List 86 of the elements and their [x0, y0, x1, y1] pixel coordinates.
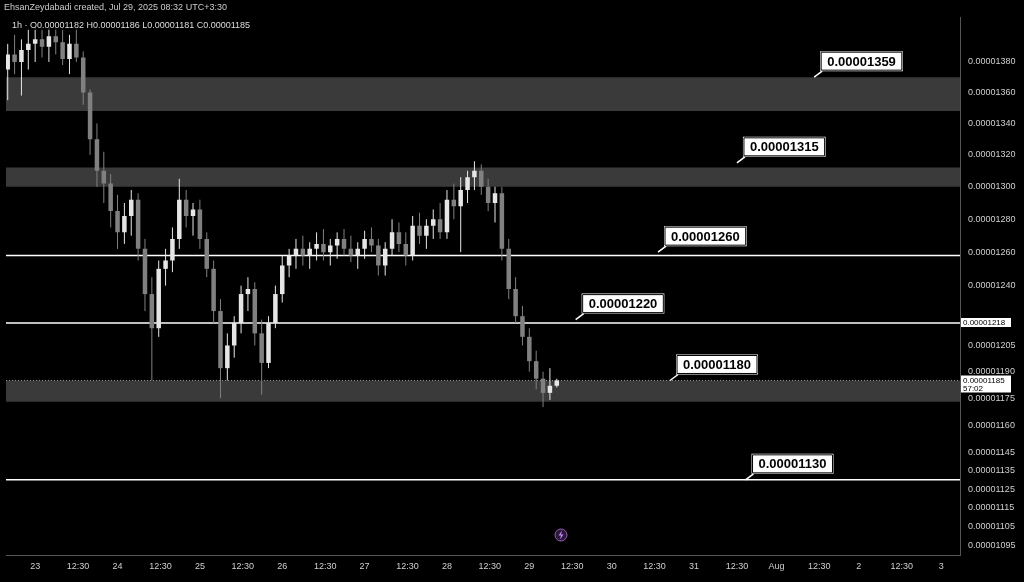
candlestick — [12, 34, 17, 75]
y-tick-label: 0.00001280 — [968, 213, 1016, 224]
y-tick-label: 0.00001115 — [968, 502, 1015, 513]
chart-title: EhsanZeydabadi created, Jul 29, 2025 08:32 UTC+3:30 — [4, 2, 227, 12]
x-tick-label: 12:30 — [231, 561, 255, 572]
candlestick — [376, 238, 381, 277]
y-tick-label: 0.00001340 — [968, 117, 1016, 128]
annotation: 0.00001260 — [671, 228, 740, 244]
annotation: 0.00001180 — [683, 357, 751, 373]
annotation: 0.00001315 — [749, 139, 819, 155]
candlestick — [67, 34, 72, 75]
candlestick — [26, 28, 31, 71]
ref-line-label: 0.00001218 — [963, 318, 1006, 328]
annotation: 0.00001130 — [758, 456, 827, 472]
x-tick-label: 12:30 — [560, 561, 584, 572]
x-tick-label: 29 — [524, 561, 535, 572]
y-tick-label: 0.00001105 — [968, 521, 1015, 532]
y-tick-label: 0.00001135 — [968, 465, 1015, 476]
y-tick-label: 0.00001205 — [968, 339, 1016, 350]
annotation: 0.00001220 — [588, 296, 658, 312]
y-tick-label: 0.00001175 — [968, 392, 1015, 403]
x-tick-label: 12:30 — [808, 561, 831, 572]
y-tick-label: 0.00001190 — [968, 366, 1015, 377]
candlestick — [6, 43, 10, 101]
y-tick-label: 0.00001160 — [968, 419, 1015, 430]
candlestick — [101, 151, 107, 204]
x-tick-label: 12:30 — [643, 561, 666, 572]
candlestick — [190, 202, 196, 237]
candlestick — [225, 332, 230, 381]
candlestick — [355, 241, 360, 270]
ref-line-label: 0.00001185 57:02 — [963, 375, 1006, 393]
x-tick-label: 24 — [112, 561, 123, 572]
y-tick-label: 0.00001145 — [968, 446, 1015, 457]
candlestick — [389, 218, 395, 256]
candlestick — [328, 238, 333, 266]
y-tick-label: 0.00001360 — [968, 86, 1016, 97]
x-tick-label: Aug — [768, 561, 785, 572]
x-tick-label: 12:30 — [66, 561, 90, 572]
x-tick-label: 30 — [606, 561, 617, 572]
x-tick-label: 28 — [441, 561, 452, 572]
y-tick-label: 0.00001240 — [968, 280, 1016, 291]
candlestick — [520, 305, 525, 346]
candlestick — [170, 226, 175, 273]
candlestick — [396, 222, 402, 253]
candlestick — [362, 230, 367, 260]
x-tick-label: 12:30 — [890, 561, 913, 572]
x-tick-label: 12:30 — [396, 561, 419, 572]
x-tick-label: 31 — [689, 561, 700, 572]
x-tick-label: 2 — [856, 561, 862, 572]
candlestick — [129, 189, 134, 237]
y-tick-label: 0.00001260 — [968, 246, 1016, 257]
candlestick — [19, 38, 24, 97]
y-tick-label: 0.00001095 — [968, 540, 1016, 551]
candlestick — [430, 208, 436, 240]
candlestick — [321, 228, 326, 261]
y-tick-label: 0.00001320 — [968, 149, 1016, 160]
x-tick-label: 26 — [277, 561, 288, 572]
y-tick-label: 0.00001380 — [968, 56, 1016, 67]
candlestick — [424, 218, 429, 250]
x-tick-label: 12:30 — [478, 561, 502, 572]
candlestick — [122, 202, 127, 245]
candlestick — [307, 241, 312, 270]
candlestick — [163, 248, 168, 287]
x-tick-label: 25 — [194, 561, 205, 572]
x-tick-label: 12:30 — [149, 561, 172, 572]
candlestick — [417, 212, 422, 245]
y-tick-label: 0.00001125 — [968, 483, 1015, 494]
x-tick-label: 12:30 — [725, 561, 749, 572]
chart-subtitle: 1h · O0.00001182 H0.00001186 L0.00001181 C0.00001185 — [10, 20, 253, 30]
candlestick — [60, 28, 65, 66]
candlestick — [115, 194, 120, 250]
y-tick-label: 0.00001300 — [968, 181, 1016, 192]
candlestick — [314, 231, 319, 261]
candlestick — [465, 170, 470, 204]
candlestick — [533, 350, 539, 390]
candlestick — [458, 176, 463, 253]
candlestick — [479, 163, 484, 196]
x-tick-label: 3 — [938, 561, 944, 572]
x-tick-label: 23 — [30, 561, 41, 572]
annotation: 0.00001359 — [827, 53, 896, 69]
candlestick — [369, 226, 374, 253]
candlestick — [492, 186, 498, 224]
candlestick — [472, 160, 477, 191]
x-tick-label: 27 — [359, 561, 370, 572]
candlestick — [334, 231, 340, 260]
x-tick-label: 12:30 — [313, 561, 337, 572]
